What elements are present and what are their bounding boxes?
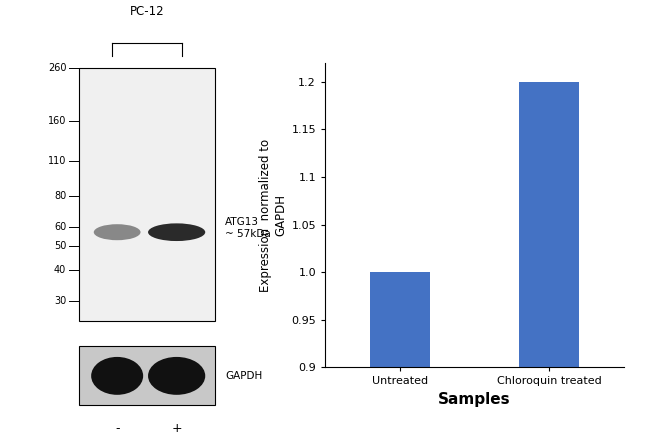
Ellipse shape xyxy=(148,224,205,241)
Y-axis label: Expression  normalized to
GAPDH: Expression normalized to GAPDH xyxy=(259,138,287,292)
Text: 260: 260 xyxy=(48,64,66,73)
Text: 110: 110 xyxy=(48,156,66,166)
Bar xyxy=(79,346,214,405)
Ellipse shape xyxy=(148,357,205,395)
Text: GAPDH: GAPDH xyxy=(225,371,262,381)
Text: 60: 60 xyxy=(54,222,66,232)
Bar xyxy=(519,82,579,367)
Text: +: + xyxy=(172,422,182,435)
X-axis label: Samples: Samples xyxy=(438,392,511,407)
Bar xyxy=(79,69,214,321)
Text: -: - xyxy=(115,422,120,435)
Text: ATG13
~ 57kDa: ATG13 ~ 57kDa xyxy=(225,217,270,239)
Text: 50: 50 xyxy=(54,241,66,251)
Ellipse shape xyxy=(91,357,143,395)
Ellipse shape xyxy=(94,224,140,240)
Text: PC-12: PC-12 xyxy=(129,5,164,18)
Text: 160: 160 xyxy=(48,116,66,126)
Text: 30: 30 xyxy=(54,297,66,306)
Text: 40: 40 xyxy=(54,265,66,276)
Bar xyxy=(370,272,430,367)
Text: 80: 80 xyxy=(54,191,66,201)
